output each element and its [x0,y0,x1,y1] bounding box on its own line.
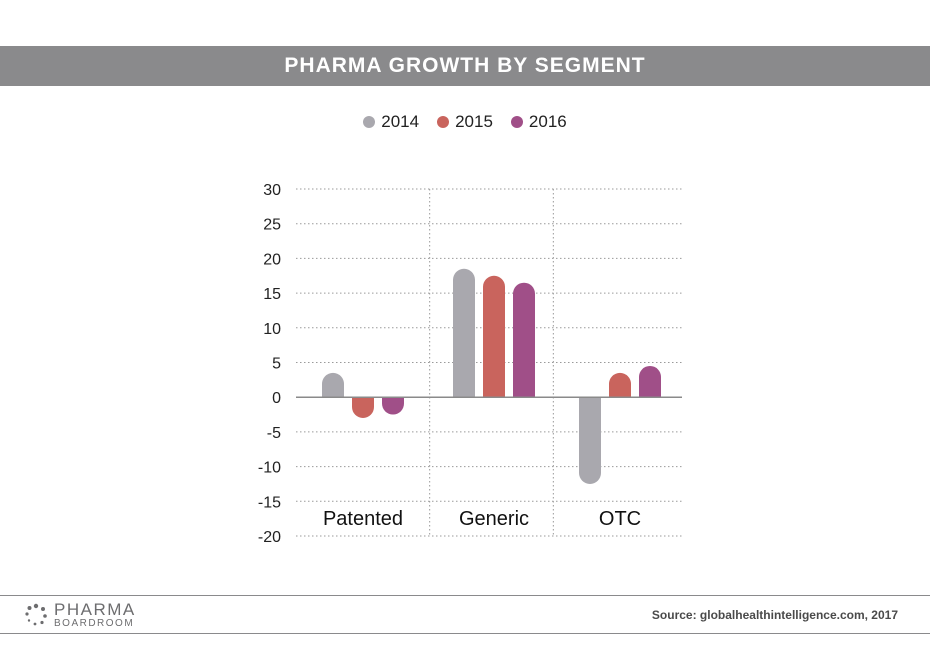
bar-generic-2014 [453,268,475,398]
footer-top-rule [0,595,930,596]
logo-main-text: PHARMA [54,600,136,619]
legend-item-2014: 2014 [363,112,419,132]
pharma-boardroom-logo: PHARMA BOARDROOM [24,601,136,629]
source-note: Source: globalhealthintelligence.com, 20… [651,608,898,622]
legend-item-2016: 2016 [510,112,567,132]
chart-title-bar: PHARMA GROWTH BY SEGMENT [0,46,930,86]
legend-swatch-2014 [363,116,376,128]
y-tick-label: 5 [272,356,281,373]
bar-otc-2014 [579,397,601,484]
bar-patented-2015 [352,397,374,419]
y-tick-label: 10 [263,321,281,338]
category-label-patented: Patented [323,508,403,530]
chart-title: PHARMA GROWTH BY SEGMENT [284,54,646,77]
bar-patented-2014 [322,372,344,398]
bar-otc-2015 [609,372,631,398]
y-tick-label: -10 [258,460,281,477]
footer-bottom-rule [0,633,930,634]
category-label-generic: Generic [459,508,529,530]
y-tick-label: 20 [263,251,281,268]
y-tick-label: 30 [263,182,281,199]
legend-item-2015: 2015 [437,112,493,132]
y-tick-label: -20 [258,529,281,546]
y-tick-label: 15 [263,286,281,303]
logo-sub-text: BOARDROOM [54,618,135,629]
y-tick-label: -5 [267,425,281,442]
legend-swatch-2016 [510,116,523,128]
legend-label-2015: 2015 [455,112,493,131]
chart-legend: 2014 2015 2016 [0,110,930,134]
bar-otc-2016 [639,365,661,398]
bar-patented-2016 [382,397,404,415]
logo-dots-icon [25,603,47,626]
bar-generic-2015 [483,275,505,398]
y-tick-label: 0 [272,390,281,407]
category-label-otc: OTC [599,508,641,530]
legend-label-2016: 2016 [528,112,567,131]
legend-label-2014: 2014 [381,112,420,131]
bar-generic-2016 [513,282,535,398]
y-tick-label: -15 [258,494,281,511]
legend-swatch-2015 [437,116,450,128]
y-tick-label: 25 [263,217,281,234]
